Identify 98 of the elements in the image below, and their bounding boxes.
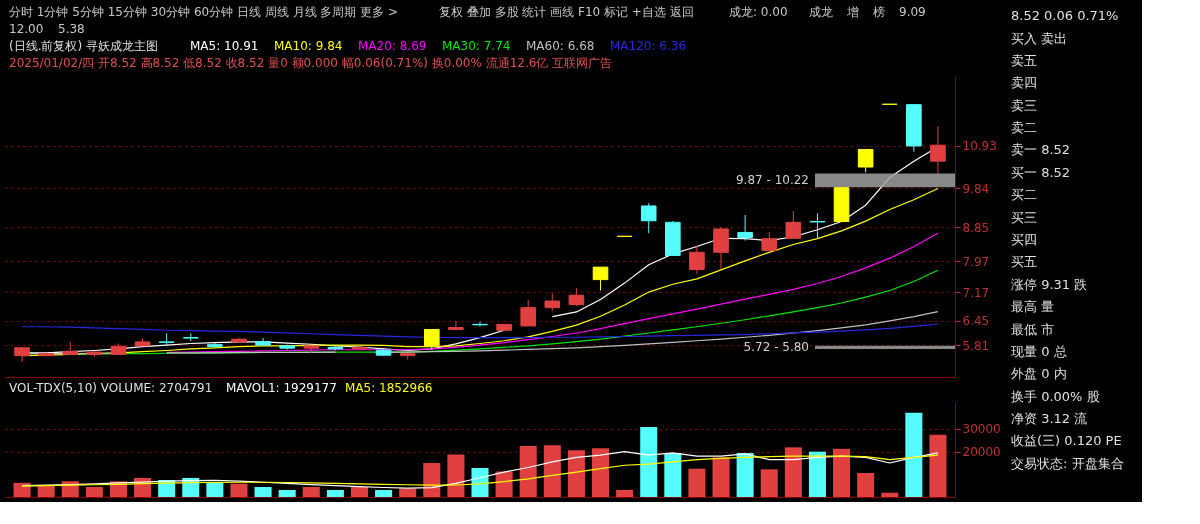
y-tick-label: 8.85	[962, 220, 990, 235]
candlestick	[520, 299, 537, 327]
y-tick-label: 7.97	[962, 254, 990, 269]
text: 买二	[1011, 187, 1037, 203]
candlestick	[737, 214, 753, 242]
text: 增	[846, 5, 859, 19]
y-tick-label: 10.93	[962, 139, 997, 154]
bar	[447, 454, 465, 497]
text: MAVOL1: 1929177	[226, 381, 337, 395]
bar	[736, 453, 754, 497]
text: 卖一 8.52	[1011, 142, 1071, 158]
text: 8.52 0.06 0.71%	[1011, 8, 1119, 24]
candlestick	[423, 328, 440, 350]
bar	[760, 469, 778, 497]
bar	[254, 487, 272, 497]
text: 5.38	[58, 22, 85, 36]
bar	[375, 489, 393, 497]
text: 买入 卖出	[1011, 30, 1068, 46]
y-tick-label: 5.81	[962, 338, 990, 353]
bar	[857, 472, 875, 497]
text: 外盘 0 内	[1011, 366, 1067, 382]
text: 买三	[1011, 209, 1037, 225]
bar	[206, 482, 224, 497]
bar	[326, 489, 344, 497]
bar	[833, 448, 851, 497]
candlestick	[785, 210, 802, 239]
text: MA60: 6.68	[526, 39, 595, 53]
text: 卖二	[1011, 120, 1037, 136]
text: 换手 0.00% 股	[1011, 388, 1100, 404]
text: 交易状态: 开盘集合	[1011, 455, 1124, 471]
text: MA30: 7.74	[442, 39, 511, 53]
text: MA10: 9.84	[274, 39, 343, 53]
bar	[543, 445, 561, 497]
candlestick	[713, 226, 729, 270]
candlestick	[809, 212, 826, 239]
bar	[13, 482, 31, 497]
candlestick	[761, 231, 778, 253]
bar	[302, 487, 320, 497]
candlestick	[857, 148, 874, 173]
bar	[567, 450, 585, 497]
candlestick	[689, 245, 705, 275]
bar	[688, 468, 706, 497]
y-tick-label: 30000	[962, 422, 1001, 437]
text: 12.00	[9, 22, 44, 36]
chart-subtitle: 2025/01/02/四 开8.52 高8.52 低8.52 收8.52 量0 额0.000 幅0.06(0.71%) 换0.00% 流通12.6亿 互联网广告	[9, 56, 613, 70]
text: MA120: 6.36	[610, 39, 687, 53]
text: 卖四	[1011, 75, 1037, 91]
bar	[350, 487, 369, 497]
text: 最高 量	[1011, 299, 1055, 315]
band-label: 5.72 - 5.80	[743, 340, 809, 355]
band-label: 9.87 - 10.22	[735, 173, 809, 188]
text: 买四	[1011, 232, 1037, 247]
bar	[616, 489, 634, 497]
text: 成龙	[809, 5, 833, 19]
text: 卖三	[1011, 97, 1037, 113]
text: 买一 8.52	[1011, 164, 1071, 180]
text: MA5: 10.91	[190, 39, 259, 53]
bar	[278, 489, 296, 497]
y-tick-label: 7.17	[962, 285, 990, 300]
bar	[85, 487, 103, 497]
bar	[230, 483, 248, 497]
bar	[664, 453, 682, 497]
bar	[591, 448, 610, 497]
text: 卖五	[1011, 52, 1037, 68]
bar	[929, 434, 947, 497]
candlestick	[592, 266, 609, 292]
text: 最低 市	[1011, 321, 1055, 337]
bar	[784, 447, 802, 497]
candlestick	[640, 202, 657, 234]
candlestick	[930, 125, 946, 175]
bar	[495, 471, 513, 497]
text: 复权 叠加 多股 统计 画线 F10 标记 +自选 返回	[439, 5, 694, 19]
text: 分时 1分钟 5分钟 15分钟 30分钟 60分钟 日线 周线 月线 多周期 更多 >	[9, 5, 399, 19]
bar	[808, 451, 826, 497]
bar	[640, 426, 658, 497]
candlestick	[448, 320, 464, 331]
y-tick-label: 6.45	[962, 314, 990, 329]
chart-title: VOL-TDX(5,10) VOLUME: 2704791	[9, 381, 213, 395]
text: MA5: 1852966	[345, 381, 433, 395]
text: 净资 3.12 流	[1011, 411, 1088, 427]
bar	[471, 467, 489, 497]
text: 成龙: 0.00	[729, 5, 788, 19]
text: MA20: 8.69	[358, 39, 427, 53]
text: 买五	[1011, 254, 1037, 270]
bar	[37, 485, 55, 497]
text: 榜	[873, 5, 885, 19]
bar	[712, 457, 730, 497]
bar	[905, 412, 923, 497]
bar	[519, 445, 537, 497]
chart-title: (日线.前复权) 寻妖成龙主图	[9, 39, 158, 53]
y-tick-label: 9.84	[962, 181, 990, 196]
bar	[881, 492, 899, 497]
text: 收益(三) 0.120 PE	[1011, 433, 1122, 449]
y-tick-label: 20000	[962, 445, 1001, 460]
text: 9.09	[899, 5, 926, 19]
text: 现量 0 总	[1011, 343, 1067, 359]
bar	[423, 462, 441, 497]
text: 涨停 9.31 跌	[1011, 276, 1088, 292]
